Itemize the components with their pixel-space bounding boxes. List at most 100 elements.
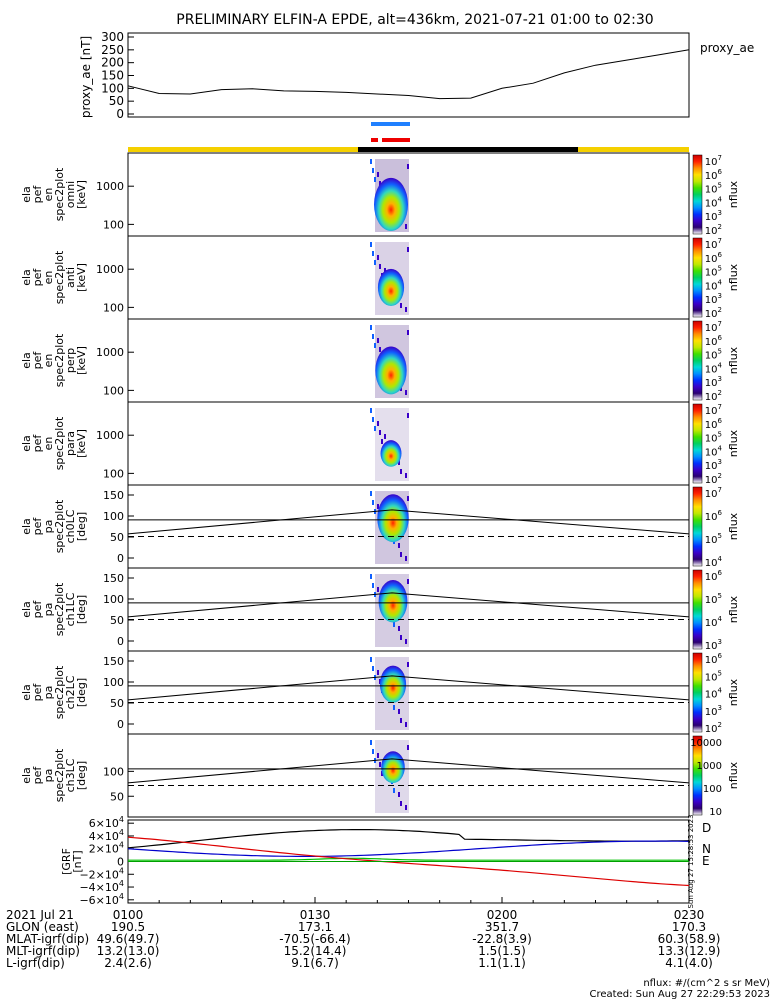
spectrogram-pixel <box>400 552 402 557</box>
spectrogram-data <box>370 242 409 315</box>
colorbar-tick-label: 10 <box>709 807 722 818</box>
colorbar-tick-label: 103 <box>705 375 722 389</box>
spectrogram-pixel <box>377 504 379 509</box>
xaxis-value: 0100 <box>113 908 144 922</box>
shadow-bar <box>358 147 578 152</box>
colorbar-label: nflux <box>727 429 740 457</box>
spectrogram-ytick-label: 100 <box>103 593 124 606</box>
colorbar-label: nflux <box>727 180 740 208</box>
xaxis-value: 1.5(1.5) <box>478 944 526 958</box>
spectrogram-pixel <box>400 801 402 806</box>
grf-ytick-label: −6×104 <box>79 892 124 907</box>
spectrogram-pixel <box>400 303 402 308</box>
spectrogram-pixel <box>393 788 395 793</box>
grf-ytick-label: 4×104 <box>89 828 124 843</box>
spectrogram-ytick-label: 150 <box>103 655 124 668</box>
spectrogram-ylabel: ela <box>20 186 33 203</box>
spectrogram-pixel <box>370 491 372 496</box>
science-zone-red-bar <box>382 138 410 142</box>
grf-ytick-label: 6×104 <box>89 815 124 830</box>
spectrogram-ylabel: [deg] <box>75 595 88 624</box>
grf-legend-e: E <box>702 854 710 868</box>
loss-cone-line <box>127 758 690 784</box>
flux-enhancement <box>377 268 405 307</box>
colorbar-tick-label: 107 <box>705 237 722 251</box>
colorbar-tick-label: 106 <box>705 334 723 348</box>
colorbar-tick-label: 103 <box>705 458 722 472</box>
spectrogram-pixel <box>400 635 402 640</box>
colorbar <box>692 735 703 816</box>
spectrogram-ytick-label: 1000 <box>96 346 124 359</box>
proxy-ae-legend: proxy_ae <box>700 41 754 55</box>
spectrogram-pixel <box>405 390 407 395</box>
colorbar <box>692 237 703 318</box>
sunlit-bar <box>128 147 358 152</box>
colorbar-label: nflux <box>727 678 740 706</box>
xaxis-value: 60.3(58.9) <box>658 932 721 946</box>
colorbar-tick-label: 106 <box>705 168 723 182</box>
spectrogram-pixel <box>407 164 409 169</box>
spectrogram-ylabel: [keV] <box>75 429 88 458</box>
spectrogram-data <box>370 159 409 232</box>
colorbar-tick-label: 105 <box>705 182 722 196</box>
spectrogram-ylabel: spec2plot <box>53 167 66 221</box>
spectrogram-ylabel: pef <box>31 185 44 204</box>
spectrogram-pixel <box>405 473 407 478</box>
xaxis-value: 2.4(2.6) <box>104 956 152 970</box>
footer-units: nflux: #/(cm^2 s sr MeV) <box>643 978 770 989</box>
colorbar-tick-label: 100 <box>703 784 722 795</box>
spectrogram-ylabel: ch2LC <box>64 675 77 709</box>
xaxis-row-label: GLON (east) <box>6 920 79 934</box>
spectrogram-ylabel: ela <box>20 601 33 618</box>
colorbar-tick-label: 106 <box>705 251 723 265</box>
spectrogram-pixel <box>400 469 402 474</box>
colorbar-tick-label: 102 <box>705 306 722 320</box>
spectrogram-pixel <box>370 242 372 247</box>
spectrogram-pixel <box>407 413 409 418</box>
grf-ylabel: [nT] <box>71 850 84 872</box>
spectrogram-pixel <box>405 307 407 312</box>
spectrogram-data <box>370 574 409 647</box>
spectrogram-ylabel: pef <box>31 683 44 702</box>
spectrogram-pixel <box>379 181 381 186</box>
colorbar-tick-label: 107 <box>705 403 722 417</box>
grf-ytick-label: 0 <box>117 856 124 869</box>
loss-cone-line <box>127 509 690 535</box>
spectrogram-ylabel: omni <box>64 181 77 208</box>
spectrogram-pixel <box>374 426 376 431</box>
ae-ytick-label: 250 <box>101 43 124 57</box>
spectrogram-ylabel: spec2plot <box>53 333 66 387</box>
colorbar-tick-label: 106 <box>705 509 723 523</box>
spectrogram-ytick-label: 100 <box>103 510 124 523</box>
flux-enhancement <box>378 579 408 623</box>
spectrogram-ylabel: [deg] <box>75 512 88 541</box>
spectrogram-ylabel: ela <box>20 269 33 286</box>
spectrogram-ylabel: ela <box>20 352 33 369</box>
spectrogram-ytick-label: 1000 <box>96 263 124 276</box>
ae-ytick-label: 200 <box>101 56 124 70</box>
xaxis-value: 170.3 <box>672 920 706 934</box>
xaxis-value: 13.2(13.0) <box>97 944 160 958</box>
colorbar-tick-label: 106 <box>705 652 723 666</box>
spectrogram-pixel <box>372 500 374 505</box>
flux-enhancement <box>379 665 407 703</box>
spectrogram-pixel <box>407 579 409 584</box>
colorbar-tick-label: 1000 <box>697 761 722 772</box>
colorbar-tick-label: 105 <box>705 669 722 683</box>
spectrogram-pixel <box>374 177 376 182</box>
spectrogram-ytick-label: 0 <box>117 635 124 648</box>
colorbar-tick-label: 107 <box>705 486 722 500</box>
colorbar-tick-label: 103 <box>705 209 722 223</box>
spectrogram-ylabel: ela <box>20 435 33 452</box>
proxy-ae-line <box>127 49 690 100</box>
spectrogram-ylabel: ch3LC <box>64 758 77 792</box>
spectrogram-ylabel: ch0LC <box>64 509 77 543</box>
spectrogram-ylabel: spec2plot <box>53 250 66 304</box>
grf-legend-d: D <box>702 821 711 835</box>
colorbar-tick-label: 104 <box>705 278 723 292</box>
spectrogram-pixel <box>379 430 381 435</box>
colorbar-tick-label: 102 <box>705 472 722 486</box>
spectrogram-data <box>370 657 409 730</box>
spectrogram-pixel <box>407 330 409 335</box>
grf-legend-n: N <box>702 842 711 856</box>
